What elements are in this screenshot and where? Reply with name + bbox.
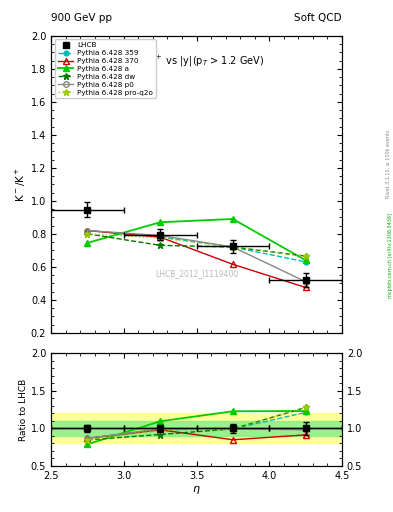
Y-axis label: K$^-$/K$^+$: K$^-$/K$^+$ bbox=[14, 167, 28, 202]
Bar bbox=[51, 421, 342, 436]
X-axis label: $\eta$: $\eta$ bbox=[192, 483, 201, 496]
Text: Rivet 3.1.10, ≥ 100k events: Rivet 3.1.10, ≥ 100k events bbox=[386, 130, 391, 198]
Text: 900 GeV pp: 900 GeV pp bbox=[51, 13, 112, 23]
Text: LHCB_2012_I1119400: LHCB_2012_I1119400 bbox=[155, 269, 238, 278]
Bar bbox=[51, 413, 342, 443]
Text: Soft QCD: Soft QCD bbox=[294, 13, 342, 23]
Legend: LHCB, Pythia 6.428 359, Pythia 6.428 370, Pythia 6.428 a, Pythia 6.428 dw, Pythi: LHCB, Pythia 6.428 359, Pythia 6.428 370… bbox=[55, 39, 156, 98]
Text: K$^-$/K$^+$ vs |y|(p$_T$ > 1.2 GeV): K$^-$/K$^+$ vs |y|(p$_T$ > 1.2 GeV) bbox=[129, 54, 264, 69]
Y-axis label: Ratio to LHCB: Ratio to LHCB bbox=[19, 378, 28, 441]
Text: mcplots.cern.ch [arXiv:1306.3436]: mcplots.cern.ch [arXiv:1306.3436] bbox=[387, 214, 393, 298]
